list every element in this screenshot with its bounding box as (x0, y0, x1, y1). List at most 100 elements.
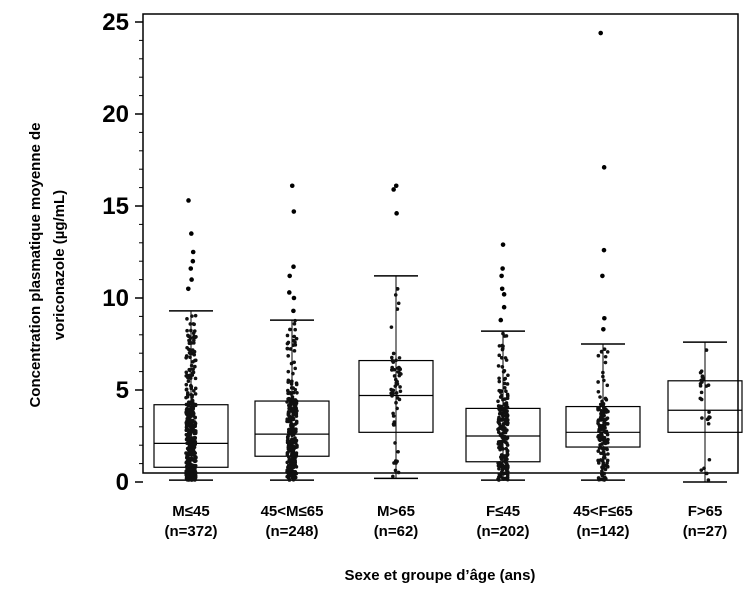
observation-point (393, 293, 398, 297)
outlier-point (189, 277, 194, 282)
observation-point (396, 366, 400, 370)
observation-point (294, 411, 299, 416)
observation-point (599, 349, 604, 354)
observation-point (293, 340, 297, 345)
observation-point (497, 416, 502, 421)
observation-point (193, 415, 197, 420)
observation-point (185, 317, 189, 321)
observation-point (288, 473, 293, 478)
observation-point (286, 471, 291, 476)
y-tick-label: 25 (102, 9, 129, 36)
observation-point (291, 390, 296, 395)
observation-point (292, 349, 297, 353)
observation-point (602, 475, 607, 479)
observation-point (603, 467, 608, 472)
observation-point (293, 403, 298, 408)
observation-point (596, 407, 600, 412)
observation-point (292, 322, 297, 326)
observation-point (189, 410, 193, 415)
observation-point (290, 395, 295, 399)
observation-point (396, 301, 401, 306)
observation-point (599, 432, 603, 436)
observation-point (698, 384, 703, 388)
observation-point (188, 351, 193, 356)
observation-point (501, 437, 506, 441)
observation-point (395, 286, 400, 291)
observation-point (193, 442, 197, 447)
observation-point (605, 458, 610, 463)
observation-point (506, 373, 510, 378)
observation-point (706, 478, 711, 482)
observation-point (188, 373, 192, 378)
observation-point (290, 439, 295, 443)
observation-point (503, 460, 508, 464)
observation-point (286, 409, 291, 414)
observation-point (497, 472, 502, 476)
observation-point (186, 333, 190, 338)
data-points (184, 30, 712, 482)
observation-point (285, 460, 290, 465)
observation-point (501, 369, 506, 374)
category-label: M>65 (377, 503, 415, 520)
observation-point (391, 474, 395, 479)
observation-point (286, 340, 291, 345)
outlier-point (601, 326, 606, 332)
observation-point (193, 335, 198, 340)
observation-point (188, 368, 192, 373)
outlier-point (601, 247, 607, 253)
observation-point (393, 468, 398, 473)
observation-point (596, 476, 601, 480)
observation-point (505, 428, 509, 432)
observation-point (285, 400, 289, 404)
observation-point (497, 411, 502, 416)
y-axis-title: Concentration plasmatique moyenne de vor… (27, 122, 68, 407)
observation-point (293, 318, 297, 323)
observation-point (292, 334, 297, 339)
observation-point (505, 441, 509, 446)
observation-point (700, 374, 705, 379)
observation-point (185, 373, 189, 378)
observation-point (504, 358, 509, 362)
outlier-point (393, 183, 399, 189)
observation-point (192, 349, 197, 354)
observation-point (291, 371, 295, 376)
observation-point (499, 389, 503, 393)
observation-point (504, 411, 509, 416)
observation-point (505, 469, 510, 474)
observation-point (291, 453, 295, 458)
observation-point (602, 378, 606, 383)
observation-point (193, 313, 198, 318)
observation-point (189, 328, 193, 333)
observation-point (285, 435, 290, 439)
observation-point (184, 395, 188, 400)
observation-point (500, 404, 504, 409)
observation-point (188, 376, 193, 380)
observation-point (497, 353, 502, 358)
observation-point (292, 360, 296, 365)
observation-point (288, 416, 293, 420)
observation-point (596, 449, 601, 453)
observation-point (192, 338, 196, 342)
observation-point (503, 376, 508, 381)
box-iqr (667, 380, 743, 433)
observation-point (394, 358, 398, 363)
observation-point (185, 446, 190, 451)
observation-point (188, 355, 192, 360)
observation-point (185, 473, 190, 478)
plot-area: 0 5 10 15 20 25 (102, 9, 743, 496)
observation-point (190, 413, 194, 418)
observation-point (186, 400, 191, 404)
observation-point (184, 469, 189, 474)
observation-point (505, 382, 510, 386)
observation-point (596, 458, 600, 463)
observation-point (501, 476, 505, 481)
observation-point (286, 354, 291, 358)
observation-point (504, 389, 508, 394)
y-tick-label: 5 (116, 377, 129, 404)
observation-point (596, 418, 601, 422)
observation-point (398, 385, 402, 389)
outlier-point (600, 273, 605, 279)
observation-point (596, 380, 600, 384)
observation-point (184, 387, 189, 392)
observation-point (498, 408, 503, 412)
